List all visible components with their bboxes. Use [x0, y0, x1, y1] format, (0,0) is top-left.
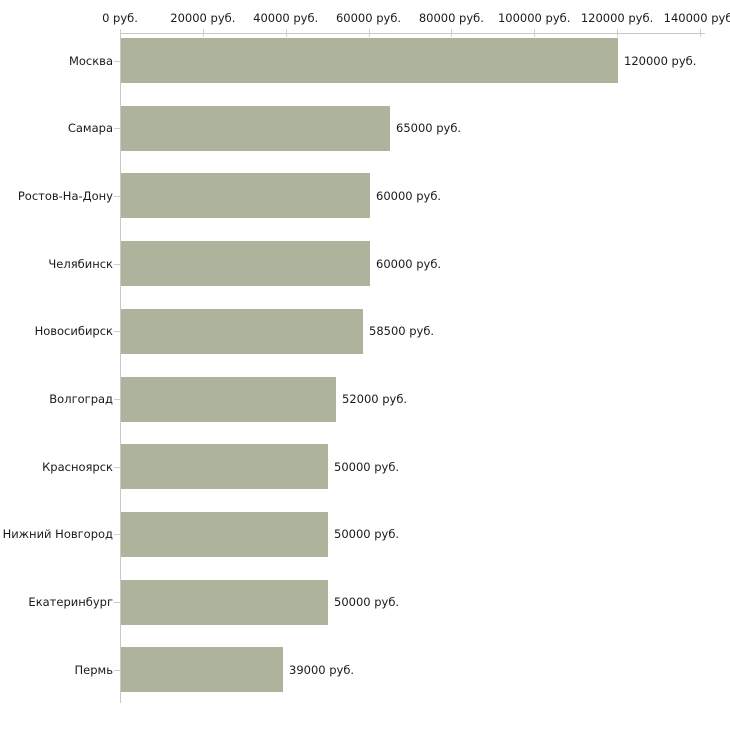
- category-tick-mark: [114, 264, 120, 265]
- value-label: 50000 руб.: [334, 459, 400, 474]
- value-label: 50000 руб.: [334, 527, 400, 542]
- x-tick-mark: [120, 29, 121, 37]
- x-tick-mark: [699, 29, 701, 37]
- category-label: Пермь: [74, 662, 113, 677]
- category-label: Москва: [68, 53, 113, 68]
- category-label: Нижний Новгород: [2, 527, 113, 542]
- x-tick-mark: [534, 29, 536, 37]
- category-tick-mark: [114, 534, 120, 535]
- category-tick-mark: [114, 61, 120, 62]
- bar: [121, 511, 328, 557]
- bar: [121, 105, 390, 151]
- category-label: Новосибирск: [34, 324, 113, 339]
- bar: [121, 444, 328, 490]
- bar: [121, 579, 328, 625]
- bar: [121, 647, 283, 693]
- x-axis-line: [120, 33, 705, 34]
- value-label: 60000 руб.: [376, 256, 442, 271]
- value-label: 52000 руб.: [342, 392, 408, 406]
- y-axis-line: [120, 33, 121, 703]
- x-tick-mark: [617, 29, 619, 37]
- bar: [121, 308, 363, 354]
- category-tick-mark: [114, 128, 120, 129]
- category-label: Волгоград: [49, 392, 113, 406]
- value-label: 50000 руб.: [334, 595, 400, 610]
- x-tick-label: 120000 руб.: [580, 11, 654, 25]
- x-tick-label: 60000 руб.: [335, 11, 402, 25]
- category-label: Самара: [67, 121, 113, 136]
- category-tick-mark: [114, 331, 120, 332]
- value-label: 39000 руб.: [289, 662, 355, 677]
- value-label: 58500 руб.: [369, 324, 435, 339]
- category-tick-mark: [114, 196, 120, 197]
- category-tick-mark: [114, 467, 120, 468]
- category-tick-mark: [114, 670, 120, 671]
- x-tick-label: 0 руб.: [102, 11, 138, 25]
- bar: [121, 241, 370, 287]
- x-tick-mark: [202, 29, 204, 37]
- category-tick-mark: [114, 602, 120, 603]
- x-tick-label: 140000 руб.: [663, 11, 730, 25]
- category-label: Челябинск: [48, 256, 113, 271]
- value-label: 60000 руб.: [376, 188, 442, 203]
- category-label: Екатеринбург: [28, 595, 113, 610]
- x-tick-label: 20000 руб.: [170, 11, 236, 25]
- category-label: Ростов-На-Дону: [17, 188, 113, 203]
- value-label: 65000 руб.: [396, 121, 462, 136]
- x-tick-mark: [368, 29, 370, 37]
- x-tick-label: 100000 руб.: [497, 11, 571, 25]
- category-label: Красноярск: [42, 459, 113, 474]
- bar: [121, 173, 370, 219]
- x-tick-mark: [451, 29, 453, 37]
- x-tick-label: 80000 руб.: [418, 11, 484, 25]
- x-tick-label: 40000 руб.: [253, 11, 319, 25]
- category-tick-mark: [114, 399, 120, 400]
- value-label: 120000 руб.: [624, 53, 697, 68]
- x-tick-mark: [285, 29, 287, 37]
- bar: [121, 38, 618, 83]
- bar: [121, 376, 336, 422]
